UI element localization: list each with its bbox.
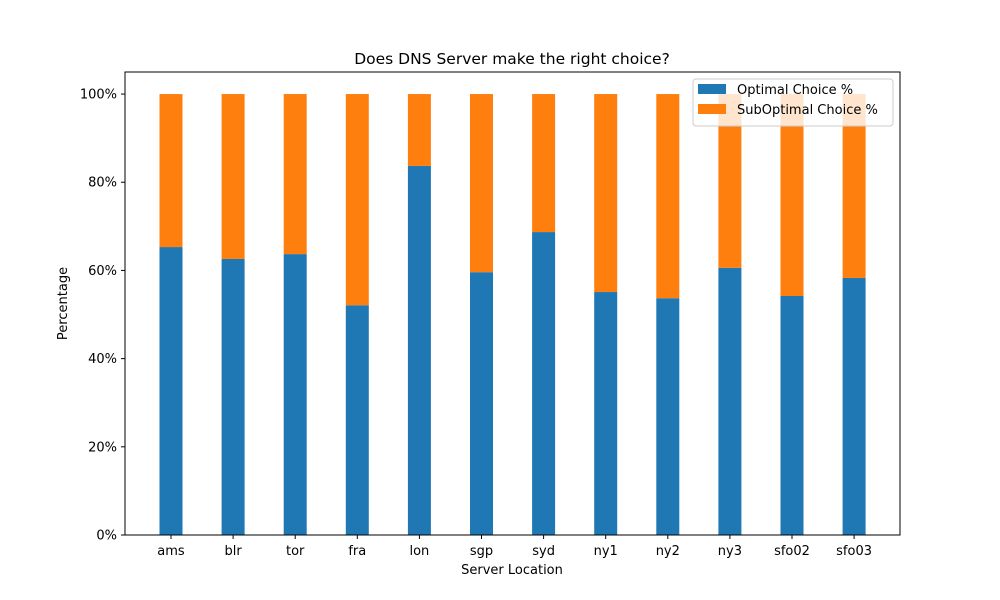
legend-label-optimal: Optimal Choice %: [737, 83, 853, 98]
x-axis-ticks: ams blr tor fra lon sgp syd ny1 ny2 ny3 sfo02 sfo03: [157, 535, 872, 559]
bar-suboptimal-sgp: [470, 94, 493, 273]
bar-suboptimal-tor: [283, 94, 307, 255]
bar-suboptimal-sfo02: [780, 94, 804, 297]
chart-title: Does DNS Server make the right choice?: [354, 50, 670, 68]
bar-suboptimal-syd: [532, 94, 556, 233]
y-tick-label: 80%: [88, 176, 117, 191]
legend-box: [692, 78, 894, 127]
bar-suboptimal-ny1: [594, 94, 618, 293]
bar-optimal-tor: [283, 254, 307, 536]
x-tick-label: sfo02: [774, 544, 810, 559]
bar-suboptimal-ny3: [718, 94, 742, 268]
x-tick-label: ny3: [718, 544, 742, 559]
x-tick-label: ams: [157, 544, 185, 559]
x-tick-label: ny1: [594, 544, 618, 559]
y-tick-label: 60%: [88, 264, 117, 279]
y-tick-label: 20%: [88, 440, 117, 455]
bar-optimal-ny2: [656, 298, 680, 535]
x-tick-label: syd: [532, 544, 555, 559]
bar-series-group: [159, 94, 866, 536]
bar-suboptimal-lon: [407, 94, 431, 166]
bar-optimal-blr: [221, 258, 245, 535]
x-tick-label: sfo03: [836, 544, 872, 559]
x-tick-label: ny2: [656, 544, 680, 559]
bar-suboptimal-fra: [345, 94, 369, 306]
bar-optimal-sfo03: [842, 277, 866, 535]
legend-swatch-optimal: [698, 84, 726, 94]
legend-label-suboptimal: SubOptimal Choice %: [737, 103, 878, 118]
y-axis-ticks: 0% 20% 40% 60% 80% 100%: [80, 88, 125, 544]
y-tick-label: 100%: [80, 88, 117, 103]
y-tick-label: 0%: [96, 529, 117, 544]
bar-suboptimal-sfo03: [842, 94, 866, 278]
legend: Optimal Choice % SubOptimal Choice %: [692, 78, 894, 127]
bar-suboptimal-blr: [221, 94, 245, 259]
x-tick-label: blr: [224, 544, 242, 559]
bar-suboptimal-ams: [159, 94, 183, 248]
x-tick-label: lon: [409, 544, 429, 559]
x-tick-label: sgp: [470, 544, 493, 559]
x-tick-label: fra: [348, 544, 366, 559]
bar-optimal-syd: [532, 232, 556, 535]
x-axis-title: Server Location: [461, 563, 563, 578]
bar-optimal-ny3: [718, 267, 742, 535]
bar-optimal-ams: [159, 247, 183, 535]
legend-swatch-suboptimal: [698, 104, 726, 114]
bar-optimal-sfo02: [780, 296, 804, 535]
bar-optimal-sgp: [470, 272, 493, 535]
x-tick-label: tor: [286, 544, 305, 559]
bar-suboptimal-ny2: [656, 94, 680, 299]
y-axis-title: Percentage: [56, 267, 71, 340]
y-tick-label: 40%: [88, 352, 117, 367]
plot-frame: [124, 71, 901, 536]
bar-optimal-fra: [345, 305, 369, 535]
bar-optimal-lon: [407, 165, 431, 536]
bar-optimal-ny1: [594, 292, 618, 535]
